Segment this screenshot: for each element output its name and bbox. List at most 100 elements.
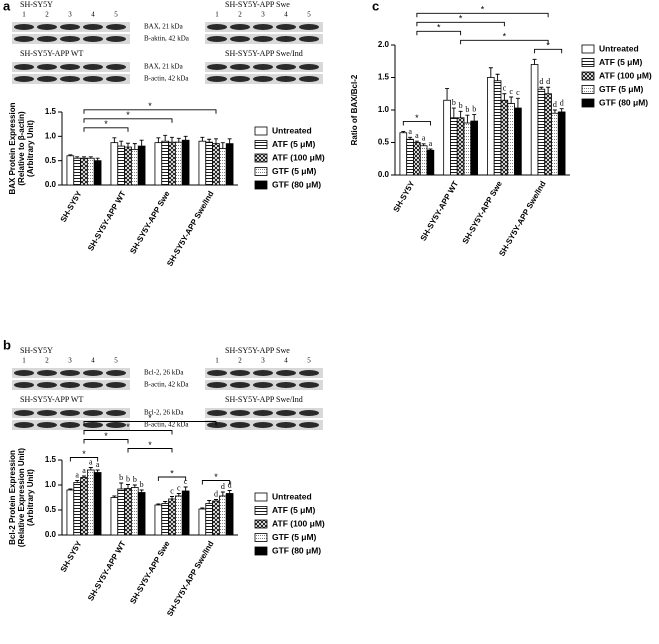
significance-label: * <box>481 5 485 15</box>
blot-band <box>60 410 80 416</box>
x-tick-label: SH-SY5Y-APP WT <box>86 539 128 602</box>
error-bar <box>176 137 181 143</box>
x-tick-label: SH-SY5Y <box>59 189 84 224</box>
blot-band <box>207 24 227 30</box>
bar <box>181 139 190 186</box>
error-bar <box>509 96 514 104</box>
error-bar <box>119 482 124 489</box>
error-bar <box>458 110 463 118</box>
lane-number: 2 <box>238 11 242 19</box>
error-bar <box>88 156 93 159</box>
blot-band <box>60 76 80 82</box>
blot-band <box>83 422 103 428</box>
blot-band <box>230 382 250 388</box>
bar <box>198 140 207 186</box>
group-letter: a <box>415 131 419 140</box>
blot-band <box>106 422 126 428</box>
error-bar <box>515 97 520 109</box>
error-bar <box>156 137 161 143</box>
significance-bracket <box>201 480 231 485</box>
blot-band <box>60 422 80 428</box>
group-letter: a <box>408 127 412 136</box>
group-letter: c <box>509 87 513 96</box>
blot-band <box>37 370 57 376</box>
bar <box>66 155 75 186</box>
y-tick-label: 1.0 <box>45 131 57 140</box>
error-bar <box>220 142 225 149</box>
blot-band <box>60 382 80 388</box>
bar <box>530 64 539 176</box>
blot-band <box>37 422 57 428</box>
x-tick-label: SH-SY5Y-APP Swe/Ind <box>165 539 215 617</box>
legend-swatch <box>254 546 268 556</box>
blot-band <box>106 36 126 42</box>
error-bar <box>139 139 144 147</box>
blot-title: SH-SY5Y-APP Swe <box>225 346 290 355</box>
blot-band <box>60 370 80 376</box>
blot-band <box>14 410 34 416</box>
bar <box>93 472 102 536</box>
group-letter: d <box>214 489 218 498</box>
blot-band <box>60 64 80 70</box>
bar <box>175 141 183 186</box>
bar <box>124 146 132 186</box>
group-letter: b <box>126 474 130 483</box>
bar <box>406 138 414 176</box>
blot-band <box>83 410 103 416</box>
significance-bracket <box>83 109 217 114</box>
blot-band <box>207 410 227 416</box>
bar <box>470 120 478 176</box>
error-bar <box>88 467 93 470</box>
y-tick-label: 0.5 <box>45 505 57 514</box>
error-bar <box>112 495 117 498</box>
error-bar <box>546 86 551 94</box>
blot-band <box>14 382 34 388</box>
group-letter: b <box>133 475 137 484</box>
x-tick-label: SH-SY5Y-APP WT <box>86 189 128 252</box>
blot-band <box>276 64 296 70</box>
bar <box>463 122 472 176</box>
legend-swatch <box>254 140 268 149</box>
bar <box>205 503 213 536</box>
blot-band <box>37 64 57 70</box>
bar <box>73 482 81 536</box>
y-tick-label: 1.5 <box>45 455 57 464</box>
group-letter: a <box>422 134 426 143</box>
significance-bracket <box>127 448 173 453</box>
blot-title: SH-SY5Y-APP WT <box>20 395 83 404</box>
group-letter: d <box>553 100 557 109</box>
bar <box>93 160 102 186</box>
error-bar <box>421 143 426 146</box>
bar <box>198 508 207 536</box>
lane-number: 4 <box>284 357 288 365</box>
legend-swatch <box>581 98 595 108</box>
group-letter: b <box>140 480 144 489</box>
lane-number: 1 <box>22 357 26 365</box>
blot-title: SH-SY5Y <box>20 346 53 355</box>
blot-title: SH-SY5Y-APP Swe/Ind <box>225 49 303 58</box>
bar <box>413 142 421 176</box>
blot-band <box>230 24 250 30</box>
error-bar <box>472 114 477 122</box>
lane-number: 3 <box>68 357 72 365</box>
bar <box>443 99 451 176</box>
blot-band <box>230 410 250 416</box>
blot-band <box>37 382 57 388</box>
lane-number: 5 <box>307 11 311 19</box>
bar <box>154 142 163 186</box>
band-label: B-actin, 42 kDa <box>144 421 189 429</box>
lane-number: 3 <box>261 357 265 365</box>
lane-number: 4 <box>91 357 95 365</box>
legend-label: ATF (5 μM) <box>599 57 642 67</box>
blot-band <box>299 64 319 70</box>
bar <box>137 145 146 186</box>
lane-number: 1 <box>215 357 219 365</box>
blot-band <box>299 76 319 82</box>
blot-band <box>253 76 273 82</box>
legend-label: Untreated <box>272 125 312 135</box>
error-bar <box>132 143 137 150</box>
blot-band <box>14 24 34 30</box>
error-bar <box>82 156 86 159</box>
blot-band <box>37 24 57 30</box>
bar <box>551 112 559 176</box>
